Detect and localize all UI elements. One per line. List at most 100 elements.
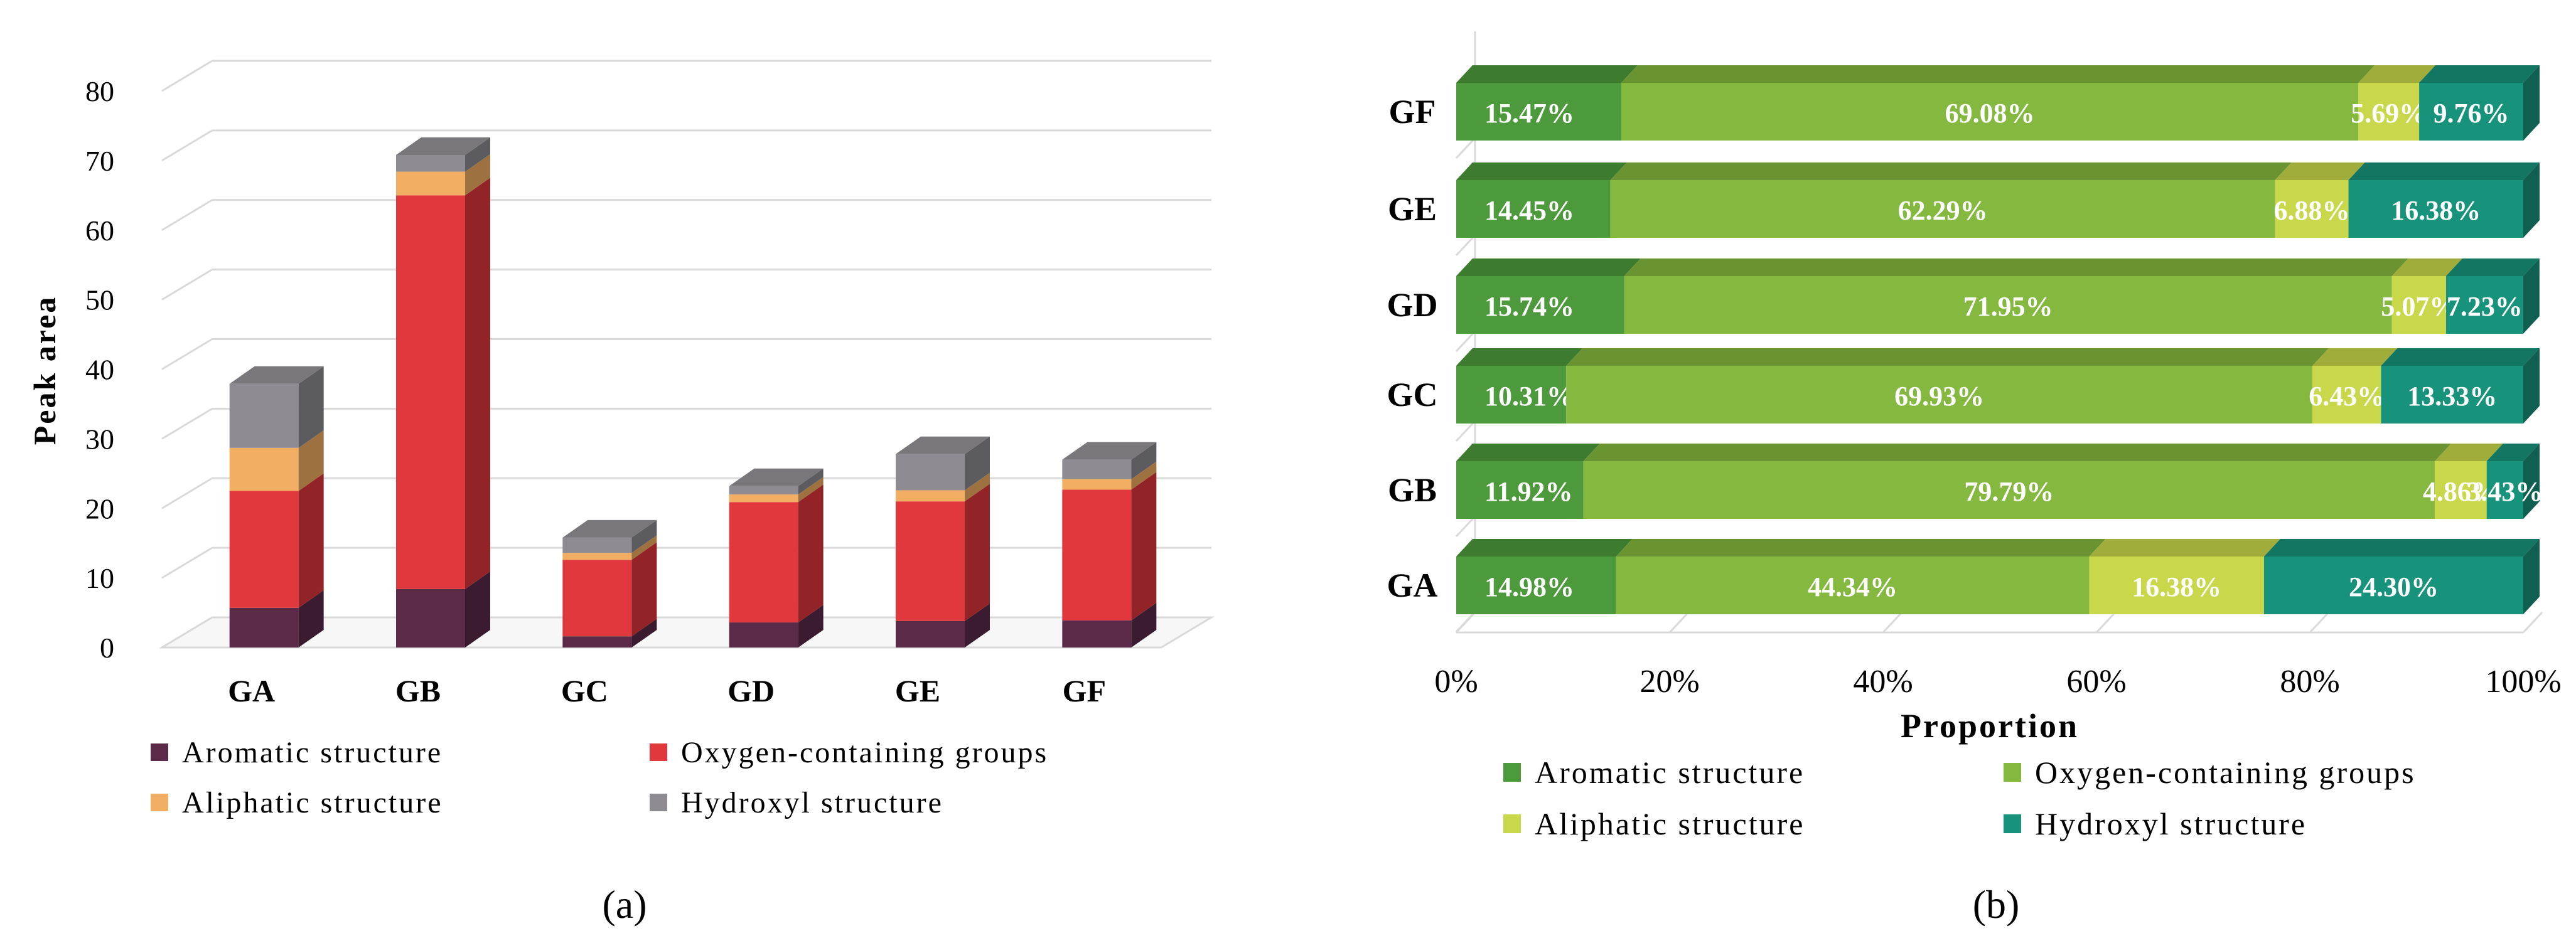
bar-side <box>2523 65 2540 141</box>
row-tick <box>1455 330 1476 353</box>
legend-swatch <box>2004 814 2021 833</box>
bar-segment <box>729 477 824 503</box>
bar-side <box>798 605 824 647</box>
bar-segment: 15.47% <box>1456 65 1638 141</box>
bar-top <box>2445 258 2540 276</box>
bar-segment: 71.95% <box>1624 258 2408 334</box>
bar-top <box>1456 348 1583 366</box>
bar-front <box>562 553 632 560</box>
bar-front <box>396 171 465 196</box>
chart-a: 0 10 20 30 40 50 60 70 80 Peak area GA GB GC GD GE GF Ar… <box>27 60 1215 927</box>
x-tick-label: 20% <box>1640 664 1699 700</box>
bar-front <box>2263 557 2523 614</box>
data-label: 4.86% <box>2423 476 2499 507</box>
bar-top <box>1616 539 2106 557</box>
legend-swatch <box>1503 814 1521 833</box>
y-tick-label: GF <box>1389 93 1436 131</box>
bar-side <box>1131 472 1157 621</box>
y-tick-label: 30 <box>85 423 114 455</box>
bar-segment: 69.93% <box>1566 348 2329 424</box>
bar-segment: 3.43% <box>2467 444 2543 519</box>
bar-side <box>631 535 657 560</box>
bar-segment <box>1062 472 1157 621</box>
row-tick <box>1455 137 1476 159</box>
bar-segment: 62.29% <box>1610 162 2292 238</box>
legend-swatch <box>2004 763 2021 782</box>
data-label: 69.08% <box>1945 98 2035 129</box>
bar-segment <box>1062 461 1157 490</box>
y-tick-label: 60 <box>85 215 114 247</box>
x-tick-label: 80% <box>2280 664 2339 700</box>
y-tick-label: GC <box>1387 376 1438 413</box>
legend-item: Hydroxyl structure <box>2004 806 2305 841</box>
bar-segment <box>396 178 490 589</box>
data-label: 5.69% <box>2351 98 2427 129</box>
data-label: 14.45% <box>1484 195 1574 226</box>
bar-side <box>2523 539 2540 614</box>
data-label: 10.31% <box>1484 381 1574 412</box>
bar-front <box>1621 83 2359 141</box>
gridline-depth <box>161 546 213 579</box>
bar-side <box>798 484 824 623</box>
data-label: 16.38% <box>2132 572 2221 602</box>
data-label: 5.07% <box>2381 291 2457 322</box>
bar-side <box>298 473 324 608</box>
bar-segment: 13.33% <box>2381 348 2540 424</box>
bar-segment <box>896 603 990 647</box>
legend-label: Aromatic structure <box>182 736 443 769</box>
bar-segment <box>229 366 324 448</box>
x-tick-label: GB <box>395 673 441 708</box>
bar-segment <box>562 619 657 647</box>
bar-side <box>631 619 657 647</box>
bar-segment <box>396 137 490 172</box>
bar-front <box>2275 180 2349 238</box>
bar-top <box>1456 539 1633 557</box>
bar-front <box>1456 366 1567 424</box>
bar-top <box>2419 65 2540 83</box>
legend-swatch <box>650 794 667 811</box>
bar-top <box>2435 444 2503 461</box>
data-label: 14.98% <box>1484 572 1574 602</box>
panel-label: (a) <box>602 882 647 927</box>
bar-segment <box>562 542 657 637</box>
bar-side <box>465 137 490 172</box>
bar-segment: 15.74% <box>1456 258 1641 334</box>
y-tick-label: 10 <box>85 562 114 594</box>
data-label: 15.74% <box>1484 291 1574 322</box>
bar-front <box>396 589 465 647</box>
y-tick-label: GE <box>1388 190 1437 228</box>
x-axis-title: Proportion <box>1901 707 2079 745</box>
x-tick-label: GF <box>1063 673 1106 708</box>
bar-top <box>2348 162 2540 180</box>
bar-segment: 10.31% <box>1456 348 1583 424</box>
gridline-depth <box>161 338 213 370</box>
legend-item: Aromatic structure <box>1503 755 1803 790</box>
bar-side <box>298 366 324 448</box>
row-tick <box>1455 610 1476 633</box>
gridline-depth <box>161 269 213 301</box>
bar-segment: 11.92% <box>1456 444 1600 519</box>
bar-front <box>2445 276 2523 334</box>
bar-segment: 14.98% <box>1456 539 1633 614</box>
bar-front <box>2381 366 2523 424</box>
legend-item: Oxygen-containing groups <box>650 736 1046 769</box>
bar-segment <box>729 605 824 647</box>
bar-side <box>298 590 324 647</box>
bar-front <box>2348 180 2523 238</box>
data-label: 24.30% <box>2349 572 2439 602</box>
bar-top <box>1456 444 1600 461</box>
bar-front <box>1062 479 1132 490</box>
bar-side <box>798 477 824 503</box>
data-label: 13.33% <box>2407 381 2497 412</box>
bar-segment: 6.43% <box>2309 348 2398 424</box>
bar-side <box>1131 602 1157 647</box>
bar-front <box>1624 276 2392 334</box>
bar-segment: 16.38% <box>2089 539 2280 614</box>
bar-front <box>2391 276 2446 334</box>
bar-top <box>1456 162 1627 180</box>
bar-side <box>465 154 490 196</box>
data-label: 7.23% <box>2447 291 2523 322</box>
bar-front <box>229 491 299 608</box>
legend-label: Hydroxyl structure <box>681 786 943 819</box>
